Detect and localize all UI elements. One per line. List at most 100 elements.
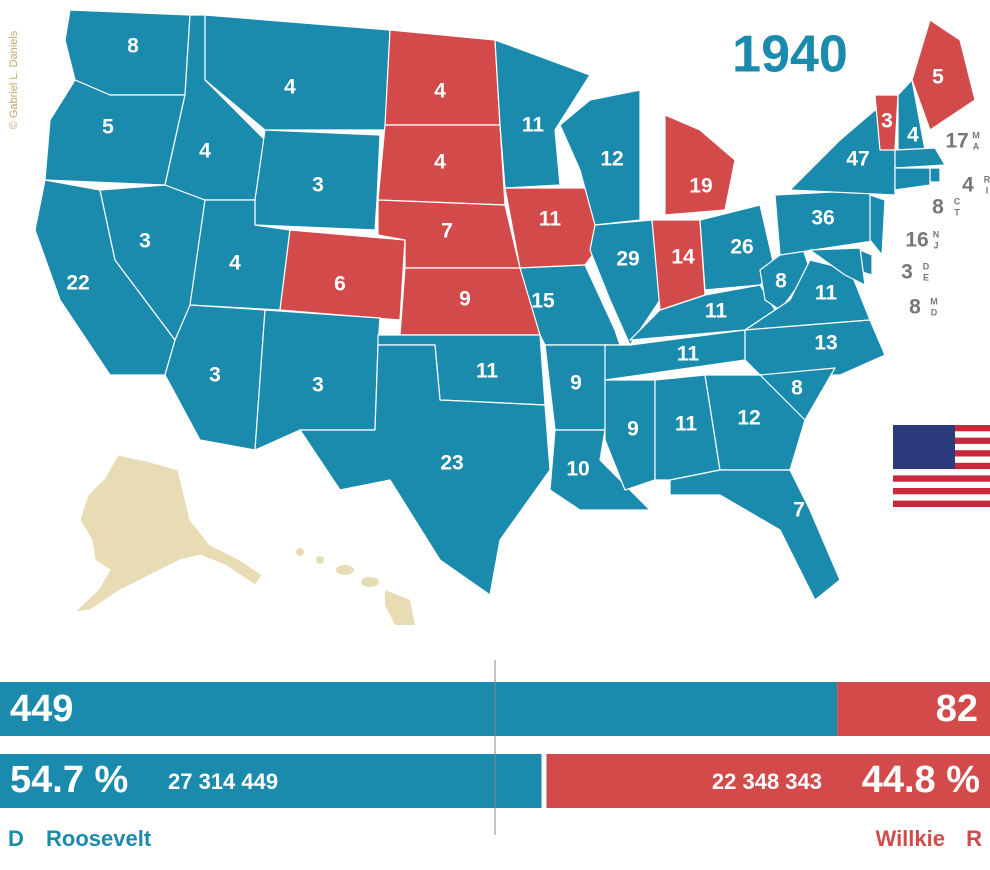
state-votes: 36: [811, 207, 834, 230]
state-abbr: T: [954, 207, 960, 217]
state-votes: 8: [791, 377, 803, 400]
state: [604, 329, 746, 381]
state-abbr: A: [973, 141, 980, 151]
state-votes: 10: [566, 458, 589, 481]
hawaii-island: [385, 590, 415, 625]
state-votes: 23: [440, 452, 463, 475]
hawaii-island: [336, 565, 354, 575]
state-abbr: I: [986, 185, 989, 195]
state-abbr: J: [933, 240, 938, 250]
state: [894, 147, 946, 169]
state-votes: 6: [334, 273, 346, 296]
state-votes: 5: [932, 66, 944, 89]
state-votes: 4: [284, 76, 296, 99]
map-title: 1940: [732, 26, 848, 84]
credit: © Gabriel L. Daniels: [8, 30, 20, 129]
state-abbr: D: [923, 261, 930, 271]
state: [894, 167, 931, 191]
state-votes: 47: [846, 148, 869, 171]
state-votes: 11: [815, 282, 838, 305]
state-votes: 11: [476, 360, 499, 383]
state-votes: 12: [737, 407, 760, 430]
flag: [893, 425, 990, 507]
state-votes: 9: [459, 288, 471, 311]
state-votes: 8: [909, 296, 921, 319]
state-votes: 26: [730, 236, 753, 259]
party: D: [8, 826, 24, 851]
state-votes: 29: [616, 248, 639, 271]
state-votes: 3: [901, 261, 913, 284]
state: [929, 167, 941, 183]
candidate-name: Willkie: [876, 826, 946, 851]
state-votes: 8: [775, 270, 787, 293]
state: [664, 114, 736, 216]
alaska: [73, 454, 263, 613]
state-votes: 19: [689, 175, 712, 198]
state: [604, 379, 656, 491]
popular-votes: 22 348 343: [712, 769, 822, 794]
state-votes: 14: [671, 246, 695, 269]
hawaii-island: [361, 577, 379, 587]
state: [704, 374, 806, 471]
state-votes: 11: [677, 343, 700, 366]
state-abbr: N: [933, 229, 940, 239]
popular-bar: [0, 754, 542, 808]
candidate-name: Roosevelt: [46, 826, 152, 851]
state-abbr: E: [923, 272, 929, 282]
state: [869, 194, 886, 256]
percent: 44.8 %: [862, 759, 980, 801]
state-votes: 17: [945, 130, 968, 153]
alaska-shape: [73, 454, 263, 613]
state-votes: 11: [675, 413, 698, 436]
state: [44, 79, 186, 186]
state-votes: 4: [229, 252, 241, 275]
state-votes: 4: [434, 80, 446, 103]
state-votes: 4: [199, 140, 211, 163]
state: [494, 39, 591, 189]
state-votes: 7: [793, 499, 805, 522]
state-votes: 12: [600, 148, 623, 171]
state-abbr: M: [972, 130, 980, 140]
state: [384, 29, 501, 126]
hawaii: [296, 548, 415, 625]
party: R: [966, 826, 982, 851]
percent: 54.7 %: [10, 759, 128, 801]
electoral-bar: [0, 682, 838, 736]
electoral-votes: 82: [936, 688, 978, 730]
state-votes: 4: [434, 151, 446, 174]
state-abbr: C: [954, 196, 961, 206]
electoral-bar: [837, 682, 990, 736]
state-votes: 4: [962, 174, 974, 197]
popular-bar: [546, 754, 990, 808]
hawaii-island: [316, 556, 324, 564]
state-votes: 8: [932, 196, 944, 219]
state-votes: 15: [531, 290, 555, 313]
state: [651, 219, 706, 311]
hawaii-island: [296, 548, 304, 556]
electoral-votes: 449: [10, 688, 73, 730]
state-votes: 11: [539, 208, 562, 231]
state-votes: 4: [907, 124, 919, 147]
popular-votes: 27 314 449: [168, 769, 278, 794]
state-votes: 22: [66, 272, 89, 295]
results-bars: 449 82 54.7 % 27 314 449 44.8 % 22 348 343 D Ro…: [0, 682, 990, 851]
state-abbr: M: [930, 296, 938, 306]
state-votes: 3: [881, 110, 893, 133]
state-votes: 9: [570, 372, 582, 395]
flag-canton: [893, 425, 955, 469]
state: [559, 89, 641, 226]
state-votes: 7: [441, 220, 453, 243]
state-votes: 8: [127, 35, 139, 58]
state-votes: 3: [312, 174, 324, 197]
state: [669, 469, 841, 601]
state-votes: 3: [209, 364, 221, 387]
state-votes: 11: [705, 300, 728, 323]
state-votes: 16: [905, 229, 928, 252]
state: [911, 19, 976, 131]
state: [204, 14, 391, 131]
state-votes: 11: [522, 114, 545, 137]
state-abbr: D: [931, 307, 938, 317]
state-abbr: R: [984, 174, 990, 184]
